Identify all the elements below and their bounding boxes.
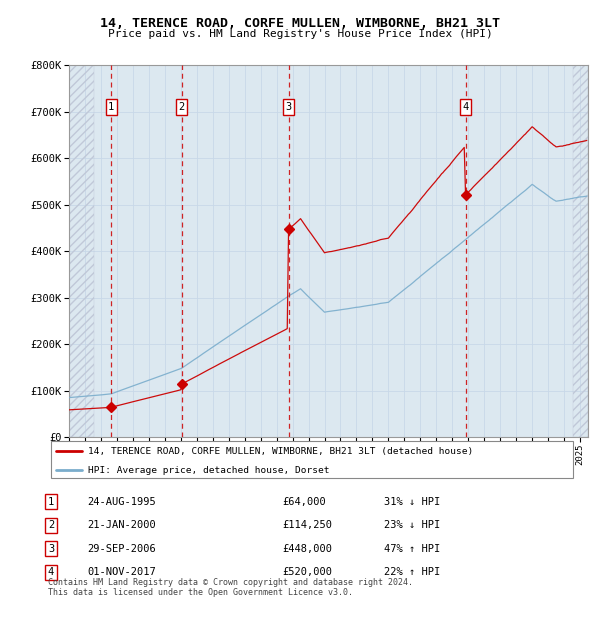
Text: 21-JAN-2000: 21-JAN-2000 [87,520,156,530]
Text: 4: 4 [48,567,54,577]
Text: 01-NOV-2017: 01-NOV-2017 [87,567,156,577]
Text: £448,000: £448,000 [282,544,332,554]
Text: 29-SEP-2006: 29-SEP-2006 [87,544,156,554]
Text: 47% ↑ HPI: 47% ↑ HPI [384,544,440,554]
Text: Price paid vs. HM Land Registry's House Price Index (HPI): Price paid vs. HM Land Registry's House … [107,29,493,39]
Text: 4: 4 [463,102,469,112]
Text: 1: 1 [48,497,54,507]
Text: 31% ↓ HPI: 31% ↓ HPI [384,497,440,507]
Text: 1: 1 [108,102,115,112]
Text: 2: 2 [179,102,185,112]
Text: 2: 2 [48,520,54,530]
Text: 23% ↓ HPI: 23% ↓ HPI [384,520,440,530]
Bar [69,65,94,437]
Text: 14, TERENCE ROAD, CORFE MULLEN, WIMBORNE, BH21 3LT: 14, TERENCE ROAD, CORFE MULLEN, WIMBORNE… [100,17,500,30]
Text: Contains HM Land Registry data © Crown copyright and database right 2024.
This d: Contains HM Land Registry data © Crown c… [48,578,413,597]
Text: 24-AUG-1995: 24-AUG-1995 [87,497,156,507]
Text: £114,250: £114,250 [282,520,332,530]
Text: £520,000: £520,000 [282,567,332,577]
Text: 3: 3 [286,102,292,112]
FancyBboxPatch shape [50,441,574,479]
Text: £64,000: £64,000 [282,497,326,507]
Text: HPI: Average price, detached house, Dorset: HPI: Average price, detached house, Dors… [88,466,329,475]
Text: 3: 3 [48,544,54,554]
Text: 14, TERENCE ROAD, CORFE MULLEN, WIMBORNE, BH21 3LT (detached house): 14, TERENCE ROAD, CORFE MULLEN, WIMBORNE… [88,447,473,456]
Bar [69,65,90,437]
Text: 22% ↑ HPI: 22% ↑ HPI [384,567,440,577]
Bar [574,65,588,437]
